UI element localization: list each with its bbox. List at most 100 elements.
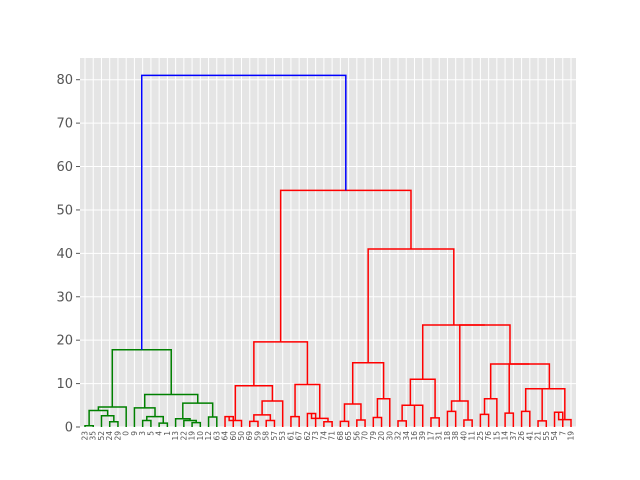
leaf-label-30: 30 [385, 431, 394, 441]
leaf-label-38: 38 [451, 431, 460, 441]
leaf-label-26: 26 [517, 431, 526, 441]
merge-link-r6 [261, 400, 284, 427]
merge-link-r10 [323, 421, 333, 427]
y-tick-label-0: 0 [65, 421, 73, 436]
leaf-label-10: 10 [196, 431, 205, 441]
merge-link-g7 [158, 422, 169, 427]
leaf-labels: 23 35 52 24 29 0 9 3 5 4 1 13 22 19 10 12 63 64 60 50 69 59 58… [81, 431, 576, 441]
leaf-label-73: 73 [311, 431, 320, 441]
leaf-label-53: 53 [278, 431, 287, 441]
merge-link-r40 [421, 324, 485, 380]
merge-link-g13 [174, 418, 191, 427]
leaf-label-7: 7 [558, 431, 567, 436]
merge-link-r13 [253, 341, 309, 386]
leaf-label-65: 65 [344, 431, 353, 441]
leaf-label-19: 19 [188, 431, 197, 441]
leaf-label-76: 76 [484, 431, 493, 441]
leaf-label-11: 11 [468, 431, 477, 441]
merge-link-r7 [234, 385, 274, 421]
plot-background [80, 58, 576, 427]
merge-link-r33 [524, 388, 543, 421]
merge-link-r16 [343, 403, 362, 422]
leaf-label-9: 9 [130, 431, 139, 436]
leaf-label-13: 13 [171, 431, 180, 441]
merge-link-g5 [97, 406, 127, 427]
leaf-label-1: 1 [163, 431, 172, 436]
merge-link-r25 [446, 410, 457, 427]
merge-link-g14 [182, 402, 214, 419]
y-tick-label-40: 40 [56, 247, 73, 262]
leaf-label-56: 56 [352, 431, 361, 441]
leaf-label-61: 61 [286, 431, 295, 441]
merge-link-g3 [100, 414, 115, 427]
leaf-label-57: 57 [270, 431, 279, 441]
merge-link-r28 [479, 413, 490, 427]
merge-link-r11 [310, 413, 329, 422]
merge-link-g2 [108, 421, 119, 427]
leaf-label-3: 3 [138, 431, 147, 436]
leaf-label-25: 25 [476, 431, 485, 441]
leaf-label-68: 68 [336, 431, 345, 441]
leaf-label-12: 12 [204, 431, 213, 441]
merge-link-g9 [133, 407, 156, 427]
y-axis: 0 10 20 30 40 50 60 70 80 [56, 73, 80, 436]
merge-link-r23 [430, 417, 440, 427]
leaf-label-23: 23 [81, 431, 90, 441]
leaf-label-4: 4 [155, 431, 164, 436]
leaf-label-74: 74 [319, 431, 328, 441]
leaf-label-58: 58 [262, 431, 271, 441]
merge-link-r27 [450, 400, 469, 421]
merge-link-r19 [351, 362, 385, 404]
leaf-label-0: 0 [122, 431, 131, 436]
leaf-label-60: 60 [229, 431, 238, 441]
leaf-label-21: 21 [534, 431, 543, 441]
leaf-label-40: 40 [459, 431, 468, 441]
merge-link-r36 [533, 388, 566, 420]
leaf-label-17: 17 [426, 431, 435, 441]
leaf-label-63: 63 [212, 431, 221, 441]
y-tick-label-60: 60 [56, 160, 73, 175]
y-tick-label-30: 30 [56, 290, 73, 305]
merge-link-r1 [224, 415, 235, 427]
leaf-label-20: 20 [377, 431, 386, 441]
leaf-label-22: 22 [179, 431, 188, 441]
merge-link-g4 [88, 409, 109, 426]
leaf-label-39: 39 [418, 431, 427, 441]
merge-link-r39 [459, 324, 511, 401]
leaf-label-79: 79 [369, 431, 378, 441]
merge-link-g1 [84, 424, 94, 427]
leaf-label-18: 18 [443, 431, 452, 441]
merge-link-root [141, 74, 347, 350]
dendrogram-links [84, 74, 572, 427]
merge-link-r21 [413, 404, 424, 427]
merge-link-r41 [367, 248, 455, 363]
leaf-label-62: 62 [303, 431, 312, 441]
leaf-label-41: 41 [525, 431, 534, 441]
leaf-label-52: 52 [97, 431, 106, 441]
leaf-label-55: 55 [542, 431, 551, 441]
leaf-label-64: 64 [221, 431, 230, 441]
leaf-label-35: 35 [89, 431, 98, 441]
merge-link-r38 [489, 363, 530, 399]
leaf-label-70: 70 [361, 431, 370, 441]
leaf-label-34: 34 [402, 431, 411, 441]
leaf-label-59: 59 [253, 431, 262, 441]
merge-link-g10 [191, 421, 202, 427]
leaf-label-69: 69 [245, 431, 254, 441]
leaf-label-50: 50 [237, 431, 246, 441]
grid-lines [80, 58, 576, 428]
merge-link-r42 [279, 189, 412, 342]
leaf-label-54: 54 [550, 431, 559, 441]
leaf-label-16: 16 [410, 431, 419, 441]
leaf-label-14: 14 [501, 431, 510, 441]
leaf-label-31: 31 [435, 431, 444, 441]
leaf-label-5: 5 [146, 431, 155, 436]
leaf-label-37: 37 [509, 431, 518, 441]
leaf-label-15: 15 [492, 431, 501, 441]
merge-link-r22 [401, 404, 419, 421]
leaf-label-24: 24 [105, 431, 114, 441]
leaf-label-32: 32 [394, 431, 403, 441]
y-tick-label-70: 70 [56, 117, 73, 132]
merge-link-r5 [253, 414, 272, 422]
